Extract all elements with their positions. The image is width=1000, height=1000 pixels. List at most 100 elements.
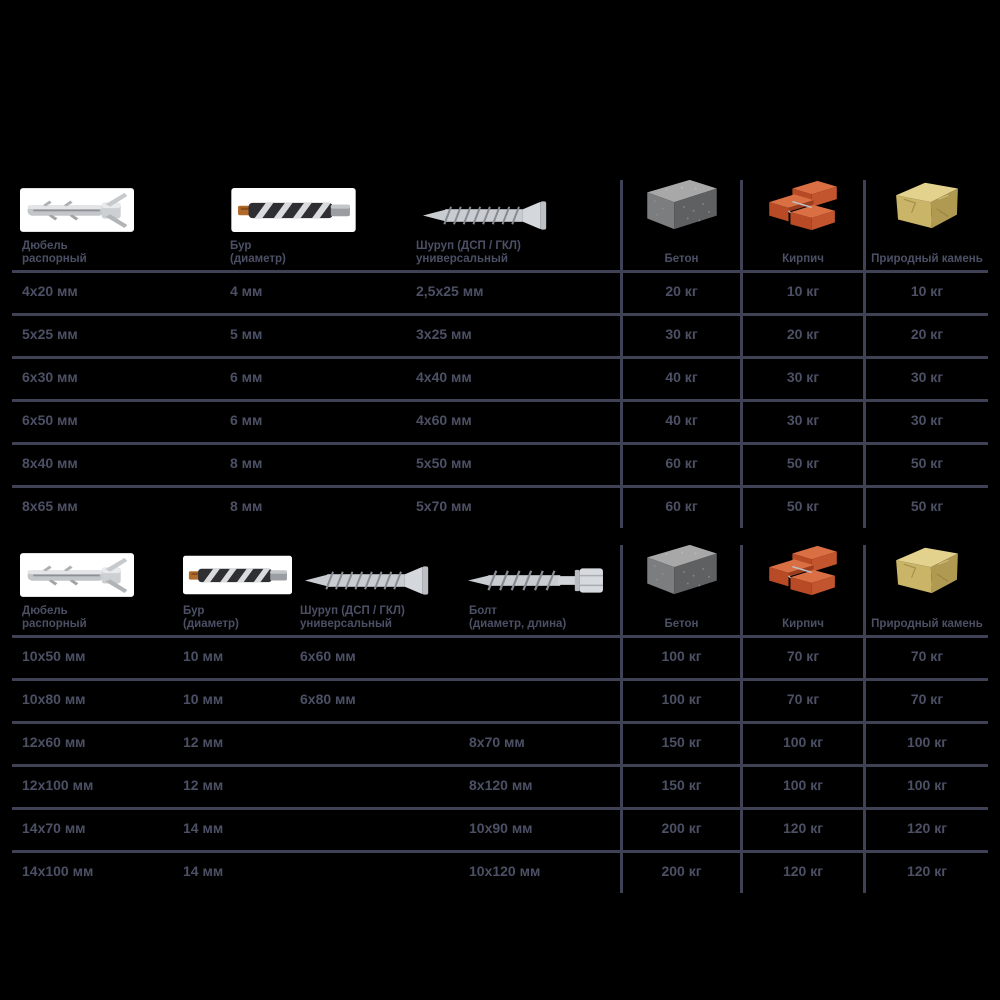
column-header: Дюбель распорный bbox=[12, 180, 222, 270]
column-label: Болт (диаметр, длина) bbox=[455, 597, 620, 635]
cell: 10x80 мм bbox=[22, 691, 86, 707]
cell: 10x120 мм bbox=[469, 863, 541, 879]
bricks-icon bbox=[769, 545, 837, 596]
cell: 30 кг bbox=[863, 359, 988, 399]
column-label-line: Кирпич bbox=[782, 253, 824, 265]
column-header: Дюбель распорный bbox=[12, 545, 175, 635]
cell: 10 кг bbox=[740, 273, 863, 313]
cell: 6 мм bbox=[230, 369, 263, 385]
cell: 30 кг bbox=[863, 402, 988, 442]
cell bbox=[455, 638, 620, 678]
column-icon-zone bbox=[410, 180, 620, 232]
cell: 30 кг bbox=[620, 316, 740, 356]
cell bbox=[292, 724, 455, 764]
column-label-line: Шуруп (ДСП / ГКЛ) bbox=[300, 605, 405, 617]
cell: 14x70 мм bbox=[22, 820, 86, 836]
column-icon-zone bbox=[12, 545, 175, 597]
drill-icon bbox=[183, 555, 292, 595]
column-icon-zone bbox=[623, 179, 740, 232]
table-row: 14x70 мм 14 мм 10x90 мм 200 кг 120 кг 120 кг bbox=[12, 807, 988, 850]
cell: 5x50 мм bbox=[416, 455, 472, 471]
cell: 20 кг bbox=[740, 316, 863, 356]
cell: 12x100 мм bbox=[22, 777, 94, 793]
cell: 4x40 мм bbox=[416, 369, 472, 385]
cell: 100 кг bbox=[863, 724, 988, 764]
column-label: Природный камень bbox=[866, 597, 988, 635]
cell: 6x60 мм bbox=[300, 648, 356, 664]
bolt-icon bbox=[468, 568, 603, 593]
screw-icon bbox=[304, 566, 429, 595]
table-row: 8x40 мм 8 мм 5x50 мм 60 кг 50 кг 50 кг bbox=[12, 442, 988, 485]
cell: 10x50 мм bbox=[22, 648, 86, 664]
cell: 100 кг bbox=[620, 638, 740, 678]
bricks-icon bbox=[769, 180, 837, 231]
heavy-duty-dowel-table: Дюбель распорный Бур (диаметр) Шуруп (Д bbox=[12, 544, 988, 893]
cell bbox=[292, 767, 455, 807]
cell: 4 мм bbox=[230, 283, 263, 299]
cell: 10 кг bbox=[863, 273, 988, 313]
cell: 6x80 мм bbox=[300, 691, 356, 707]
cell: 70 кг bbox=[740, 681, 863, 721]
table-header-row: Дюбель распорный Бур (диаметр) Шуруп (Д bbox=[12, 544, 988, 638]
column-header: Природный камень bbox=[863, 545, 988, 635]
cell: 50 кг bbox=[863, 445, 988, 485]
column-label: Шуруп (ДСП / ГКЛ) универсальный bbox=[292, 597, 455, 635]
column-label-line: Бур bbox=[183, 605, 205, 617]
table-row: 10x80 мм 10 мм 6x80 мм 100 кг 70 кг 70 кг bbox=[12, 678, 988, 721]
column-label-line: Бетон bbox=[664, 618, 699, 630]
column-label-line: Болт bbox=[469, 605, 497, 617]
table-row: 4x20 мм 4 мм 2,5x25 мм 20 кг 10 кг 10 кг bbox=[12, 273, 988, 313]
column-label: Кирпич bbox=[743, 232, 863, 270]
cell: 8 мм bbox=[230, 455, 263, 471]
cell: 100 кг bbox=[863, 767, 988, 807]
column-header: Шуруп (ДСП / ГКЛ) универсальный bbox=[292, 545, 455, 635]
column-icon-zone bbox=[866, 180, 988, 232]
cell: 6x50 мм bbox=[22, 412, 78, 428]
cell: 8x70 мм bbox=[469, 734, 525, 750]
cell: 200 кг bbox=[620, 810, 740, 850]
column-label: Кирпич bbox=[743, 597, 863, 635]
cell: 100 кг bbox=[740, 724, 863, 764]
cell: 5 мм bbox=[230, 326, 263, 342]
cell: 20 кг bbox=[620, 273, 740, 313]
cell: 8x120 мм bbox=[469, 777, 533, 793]
column-icon-zone bbox=[866, 545, 988, 597]
table-row: 12x60 мм 12 мм 8x70 мм 150 кг 100 кг 100 кг bbox=[12, 721, 988, 764]
column-label: Шуруп (ДСП / ГКЛ) универсальный bbox=[410, 232, 620, 270]
column-label: Бур (диаметр) bbox=[175, 597, 292, 635]
column-label: Дюбель распорный bbox=[12, 232, 222, 270]
cell bbox=[292, 853, 455, 893]
column-label: Бетон bbox=[623, 232, 740, 270]
column-label-line: (диаметр) bbox=[230, 253, 286, 265]
column-header: Болт (диаметр, длина) bbox=[455, 545, 620, 635]
cell: 4x20 мм bbox=[22, 283, 78, 299]
column-label-line: Природный камень bbox=[871, 618, 983, 630]
column-label-line: Природный камень bbox=[871, 253, 983, 265]
cell bbox=[292, 810, 455, 850]
drill-icon bbox=[231, 188, 356, 232]
cell: 60 кг bbox=[620, 445, 740, 485]
table-row: 6x50 мм 6 мм 4x60 мм 40 кг 30 кг 30 кг bbox=[12, 399, 988, 442]
column-header: Кирпич bbox=[740, 180, 863, 270]
cell: 30 кг bbox=[740, 402, 863, 442]
concrete-block-icon bbox=[646, 544, 717, 595]
stone-icon bbox=[896, 182, 958, 229]
column-header: Бетон bbox=[620, 544, 740, 635]
column-header: Бетон bbox=[620, 179, 740, 270]
cell: 200 кг bbox=[620, 853, 740, 893]
column-label-line: универсальный bbox=[300, 618, 392, 630]
cell: 120 кг bbox=[863, 853, 988, 893]
cell: 150 кг bbox=[620, 724, 740, 764]
concrete-block-icon bbox=[646, 179, 717, 230]
column-header: Природный камень bbox=[863, 180, 988, 270]
column-header: Кирпич bbox=[740, 545, 863, 635]
cell: 100 кг bbox=[740, 767, 863, 807]
cell: 70 кг bbox=[740, 638, 863, 678]
column-label-line: распорный bbox=[22, 618, 87, 630]
cell: 120 кг bbox=[740, 810, 863, 850]
cell: 8x40 мм bbox=[22, 455, 78, 471]
cell: 50 кг bbox=[740, 445, 863, 485]
cell: 2,5x25 мм bbox=[416, 283, 484, 299]
cell: 10 мм bbox=[183, 691, 224, 707]
cell: 6 мм bbox=[230, 412, 263, 428]
